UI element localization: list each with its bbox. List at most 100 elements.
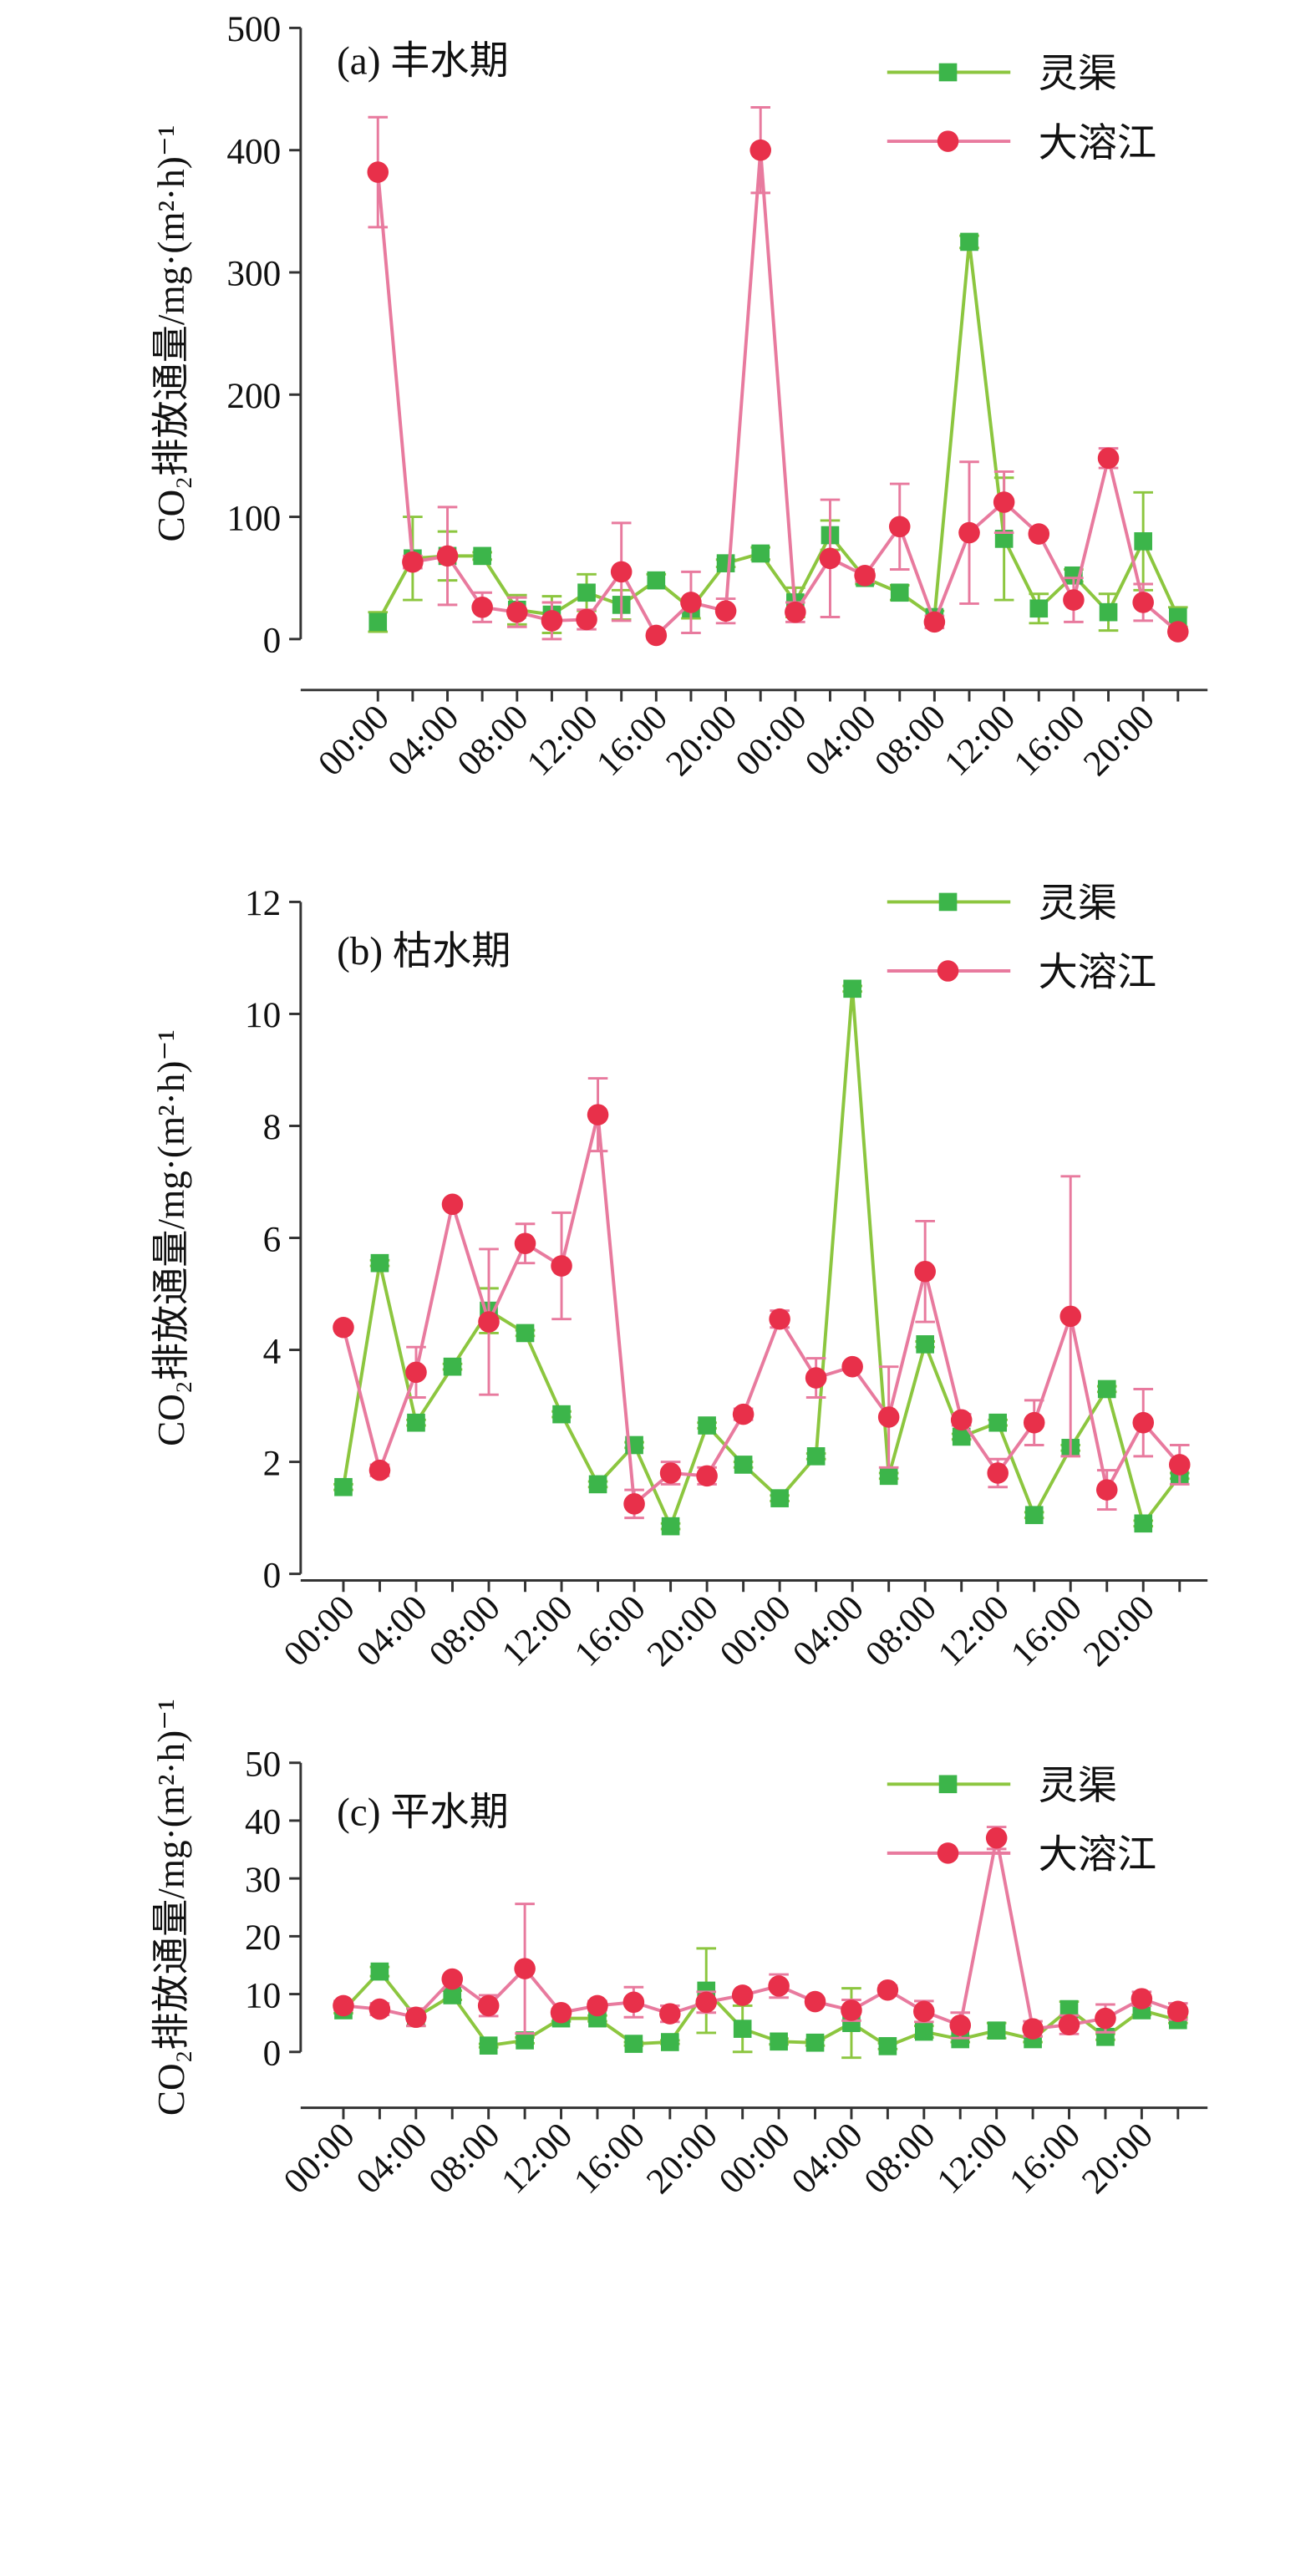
x-tick-label: 08:00: [421, 1588, 508, 1674]
data-point: [1059, 1305, 1082, 1328]
data-point: [506, 601, 528, 623]
data-point: [806, 1447, 826, 1466]
x-tick-label: 04:00: [785, 1588, 871, 1674]
data-point: [952, 1427, 971, 1446]
y-tick-label: 200: [226, 376, 281, 416]
data-point: [551, 1255, 572, 1277]
x-tick-label: 12:00: [494, 2115, 581, 2202]
x-tick-label: 00:00: [728, 697, 815, 784]
x-tick-label: 00:00: [276, 2115, 363, 2202]
data-point: [805, 1367, 827, 1389]
x-tick-label: 00:00: [276, 1588, 363, 1674]
y-tick-label: 50: [245, 1744, 281, 1784]
y-tick-label: 500: [226, 9, 281, 49]
chart-title: (b) 枯水期: [337, 930, 511, 973]
data-point: [587, 1994, 608, 2017]
data-point: [841, 1355, 863, 1378]
data-point: [1167, 2000, 1189, 2023]
y-axis-label: CO₂排放通量/mg·(m²·h)⁻¹: [150, 125, 192, 542]
data-point: [552, 1405, 571, 1424]
data-point: [770, 2032, 788, 2051]
data-point: [1134, 532, 1152, 551]
chart: 010020030040050000:0004:0008:0012:0016:0…: [150, 9, 1208, 784]
x-tick-label: 20:00: [658, 697, 745, 784]
x-tick-label: 08:00: [856, 2115, 943, 2202]
legend-label: 灵渠: [1039, 1765, 1117, 1808]
legend-label: 大溶江: [1039, 1834, 1157, 1877]
x-tick-label: 12:00: [494, 1588, 581, 1674]
data-point: [914, 2022, 933, 2041]
data-point: [716, 554, 735, 572]
data-point: [950, 1409, 973, 1431]
data-point: [514, 1232, 536, 1255]
data-point: [913, 2000, 935, 2023]
data-point: [731, 1984, 754, 2006]
x-tick-label: 08:00: [421, 2115, 508, 2202]
data-point: [769, 1308, 790, 1330]
x-tick-label: 16:00: [567, 1588, 653, 1674]
x-tick-label: 12:00: [929, 2115, 1016, 2202]
legend-label: 大溶江: [1039, 122, 1157, 165]
data-point: [473, 546, 491, 566]
data-point: [367, 161, 389, 183]
data-point: [841, 1999, 862, 2021]
data-point: [661, 2033, 679, 2051]
data-point: [714, 600, 737, 622]
data-point: [541, 610, 563, 632]
data-point: [987, 1462, 1009, 1484]
data-point: [805, 2033, 825, 2052]
data-point: [1023, 1411, 1045, 1434]
data-point: [443, 1986, 462, 2004]
series-line: [342, 1114, 1181, 1507]
data-point: [1095, 2007, 1116, 2030]
data-point: [577, 583, 596, 602]
data-point: [479, 2036, 498, 2055]
data-point: [550, 2001, 572, 2024]
data-point: [770, 1489, 789, 1507]
x-tick-label: 04:00: [784, 2115, 871, 2202]
data-point: [368, 612, 388, 632]
y-tick-label: 100: [226, 498, 281, 538]
data-point: [334, 1477, 353, 1496]
y-tick-label: 400: [226, 131, 281, 171]
y-tick-label: 300: [226, 254, 281, 294]
data-point: [333, 1994, 354, 2017]
legend-label: 灵渠: [1039, 53, 1117, 96]
data-point: [368, 1998, 391, 2020]
data-point: [622, 1991, 645, 2014]
x-tick-label: 20:00: [1075, 1588, 1162, 1674]
data-point: [843, 979, 861, 998]
y-tick-label: 6: [263, 1219, 282, 1259]
data-point: [516, 2031, 534, 2050]
data-point: [854, 565, 876, 587]
data-point: [516, 1324, 535, 1343]
data-point: [405, 1361, 427, 1384]
series-line: [342, 1969, 1179, 2049]
x-tick-label: 16:00: [1003, 1588, 1090, 1674]
data-point: [478, 1311, 500, 1333]
x-tick-label: 16:00: [1006, 697, 1093, 784]
y-axis-label: CO₂排放通量/mg·(m²·h)⁻¹: [150, 1029, 192, 1446]
data-point: [1058, 2014, 1080, 2036]
data-point: [985, 1827, 1008, 1849]
x-tick-label: 20:00: [639, 1588, 726, 1674]
x-tick-label: 04:00: [348, 1588, 435, 1674]
data-point: [624, 2035, 643, 2053]
data-point: [436, 545, 459, 567]
data-point: [1059, 1999, 1079, 2019]
data-point: [734, 1456, 753, 1474]
legend-label: 大溶江: [1039, 952, 1157, 995]
series-line: [376, 150, 1180, 638]
y-tick-label: 10: [245, 995, 281, 1035]
data-point: [441, 1968, 464, 1990]
data-point: [1029, 599, 1049, 618]
x-tick-label: 08:00: [867, 697, 954, 784]
data-point: [1063, 589, 1085, 611]
data-point: [877, 1406, 900, 1428]
data-point: [1028, 523, 1050, 545]
data-point: [370, 1962, 389, 1981]
y-tick-label: 40: [245, 1802, 281, 1842]
data-point: [1131, 1988, 1153, 2009]
